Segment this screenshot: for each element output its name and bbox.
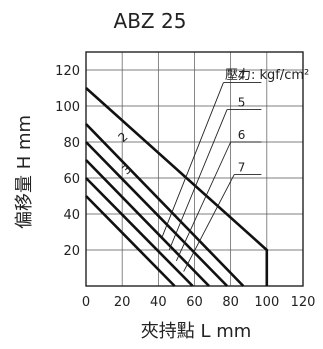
x-tick-label: 20 <box>114 295 131 310</box>
leader-line-4 <box>161 82 224 238</box>
series-line-5 <box>85 159 210 287</box>
leader-line-5 <box>168 109 228 251</box>
series-label-5: 5 <box>238 96 246 110</box>
x-tick-label: 120 <box>291 295 316 310</box>
x-tick-label: 80 <box>222 295 239 310</box>
y-tick-label: 40 <box>63 208 80 223</box>
leader-line-7 <box>183 174 235 272</box>
y-tick-label: 120 <box>55 64 80 79</box>
y-axis-label: 偏移量 H mm <box>14 115 35 229</box>
y-tick-label: 100 <box>55 100 80 115</box>
series-line-3 <box>85 123 245 287</box>
series-line-2 <box>85 87 269 286</box>
x-tick-label: 100 <box>254 295 279 310</box>
plot-frame <box>85 51 304 287</box>
chart-title: ABZ 25 <box>114 9 187 33</box>
series-line-6 <box>85 177 194 287</box>
x-tick-label: 60 <box>186 295 203 310</box>
series-line-7 <box>85 195 176 287</box>
y-tick-label: 20 <box>63 244 80 259</box>
series-label-6: 6 <box>238 128 246 142</box>
leader-line-6 <box>176 141 232 261</box>
series-label-4: 4 <box>238 69 246 83</box>
y-tick-label: 80 <box>63 136 80 151</box>
series-label-7: 7 <box>238 160 246 174</box>
series-line-4 <box>85 141 229 287</box>
x-axis-label: 夾持點 L mm <box>141 321 252 342</box>
series-label-2: 2 <box>116 129 131 145</box>
x-tick-label: 40 <box>150 295 167 310</box>
legend-title: 壓力: kgf/cm² <box>225 68 309 83</box>
y-tick-label: 60 <box>63 172 80 187</box>
tick-labels: 0 20 40 60 80 100 120 20 40 60 80 100 120 <box>55 64 315 310</box>
x-tick-label: 0 <box>82 295 90 310</box>
